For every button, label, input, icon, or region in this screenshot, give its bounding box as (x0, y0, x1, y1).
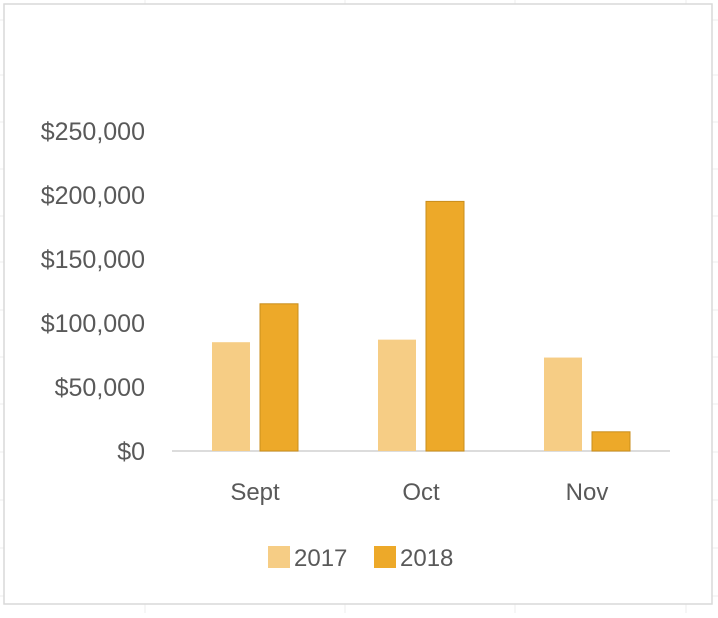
y-tick-label: $150,000 (41, 246, 145, 274)
bar-2017-Nov (544, 357, 582, 451)
y-tick-label: $100,000 (41, 310, 145, 338)
bar-2017-Sept (212, 342, 250, 451)
chart-frame (3, 3, 713, 605)
bars (212, 200, 631, 452)
bar-2017-Oct (378, 339, 416, 451)
y-tick-label: $200,000 (41, 182, 145, 210)
bar-2018-Nov (591, 431, 631, 452)
legend: 2017 2018 (268, 545, 453, 572)
x-tick-label: Sept (230, 479, 280, 506)
legend-label: 2018 (400, 545, 453, 572)
bar-2018-Oct (425, 200, 465, 452)
legend-label: 2017 (294, 545, 347, 572)
legend-swatch-2017 (268, 546, 290, 568)
y-axis: $0 $50,000 $100,000 $150,000 $200,000 $250,00… (41, 118, 145, 466)
legend-swatch-2018 (374, 546, 396, 568)
y-tick-label: $0 (117, 438, 145, 466)
y-tick-label: $50,000 (55, 374, 145, 402)
x-tick-label: Nov (566, 479, 609, 506)
x-tick-label: Oct (402, 479, 440, 506)
bar-2018-Sept (259, 303, 299, 452)
y-tick-label: $250,000 (41, 118, 145, 146)
x-axis: Sept Oct Nov (230, 479, 608, 506)
